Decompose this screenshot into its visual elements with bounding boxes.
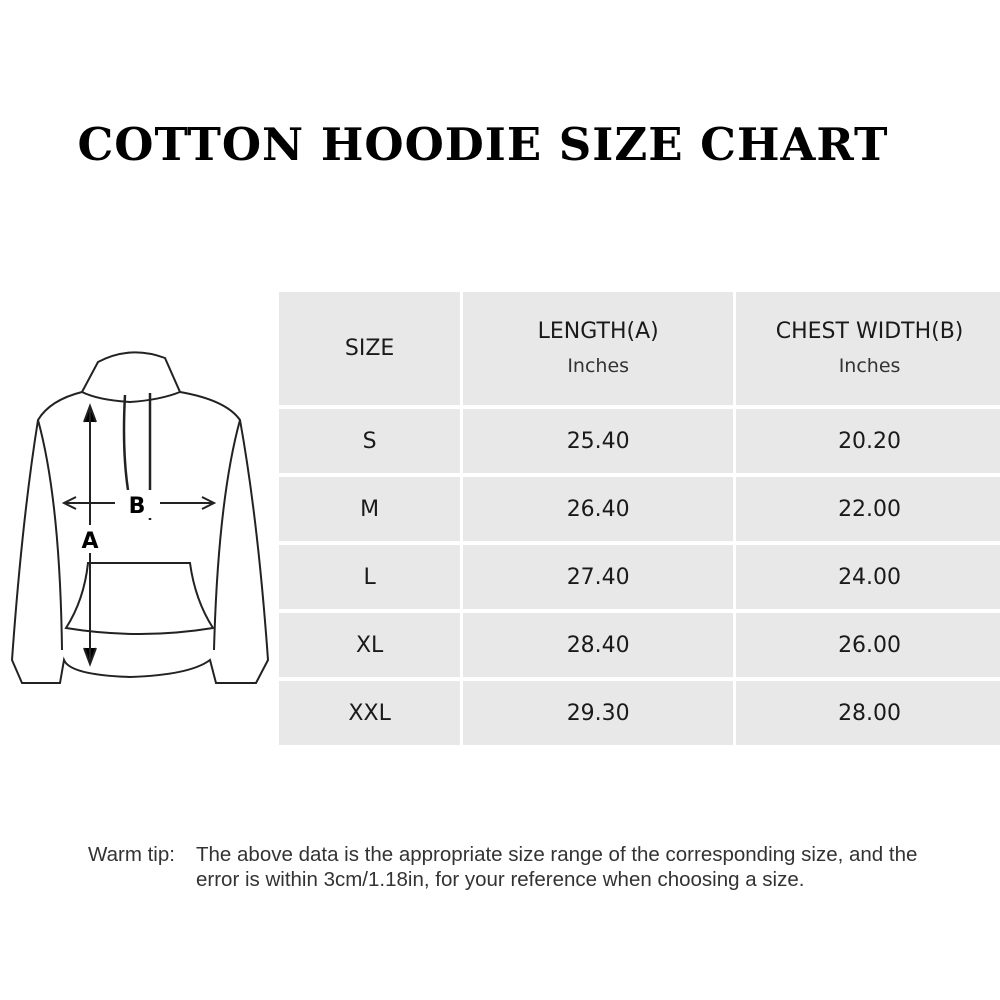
warm-tip: Warm tip: The above data is the appropri… (88, 842, 918, 892)
header-length: LENGTH(A) Inches (463, 292, 734, 405)
cell-length: 28.40 (463, 613, 734, 677)
label-b: B (129, 494, 146, 519)
cell-length: 25.40 (463, 409, 734, 473)
cell-size: S (279, 409, 461, 473)
cell-chest: 26.00 (736, 613, 1000, 677)
cell-chest: 22.00 (736, 477, 1000, 541)
table-row: M 26.40 22.00 (279, 477, 1000, 541)
header-label: LENGTH(A) (537, 318, 659, 344)
table-row: S 25.40 20.20 (279, 409, 1000, 473)
header-size: SIZE (279, 292, 461, 405)
label-a: A (81, 529, 98, 554)
cell-size: XXL (279, 681, 461, 745)
cell-chest: 24.00 (736, 545, 1000, 609)
table-row: L 27.40 24.00 (279, 545, 1000, 609)
pocket-outline (64, 562, 215, 635)
arrow-b (61, 496, 217, 510)
cell-length: 26.40 (463, 477, 734, 541)
header-chest-width: CHEST WIDTH(B) Inches (736, 292, 1000, 405)
body-outline (10, 391, 270, 684)
cell-chest: 28.00 (736, 681, 1000, 745)
cell-size: L (279, 545, 461, 609)
header-label: SIZE (344, 335, 395, 361)
warm-tip-label: Warm tip: (88, 843, 175, 866)
hoodie-diagram: A B (10, 351, 270, 684)
warm-tip-text: The above data is the appropriate size r… (196, 843, 918, 891)
cell-size: XL (279, 613, 461, 677)
cell-length: 27.40 (463, 545, 734, 609)
cell-chest: 20.20 (736, 409, 1000, 473)
table-header-row: SIZE LENGTH(A) Inches CHEST WIDTH(B) Inche… (279, 292, 1000, 405)
cell-size: M (279, 477, 461, 541)
table-row: XL 28.40 26.00 (279, 613, 1000, 677)
header-label: CHEST WIDTH(B) (775, 318, 964, 344)
header-unit: Inches (838, 354, 901, 377)
table-row: XXL 29.30 28.00 (279, 681, 1000, 745)
size-table: SIZE LENGTH(A) Inches CHEST WIDTH(B) Inche… (276, 288, 1000, 749)
hood-outline (80, 351, 182, 404)
header-unit: Inches (567, 354, 630, 377)
cell-length: 29.30 (463, 681, 734, 745)
page-title: COTTON HOODIE SIZE CHART (77, 118, 889, 171)
